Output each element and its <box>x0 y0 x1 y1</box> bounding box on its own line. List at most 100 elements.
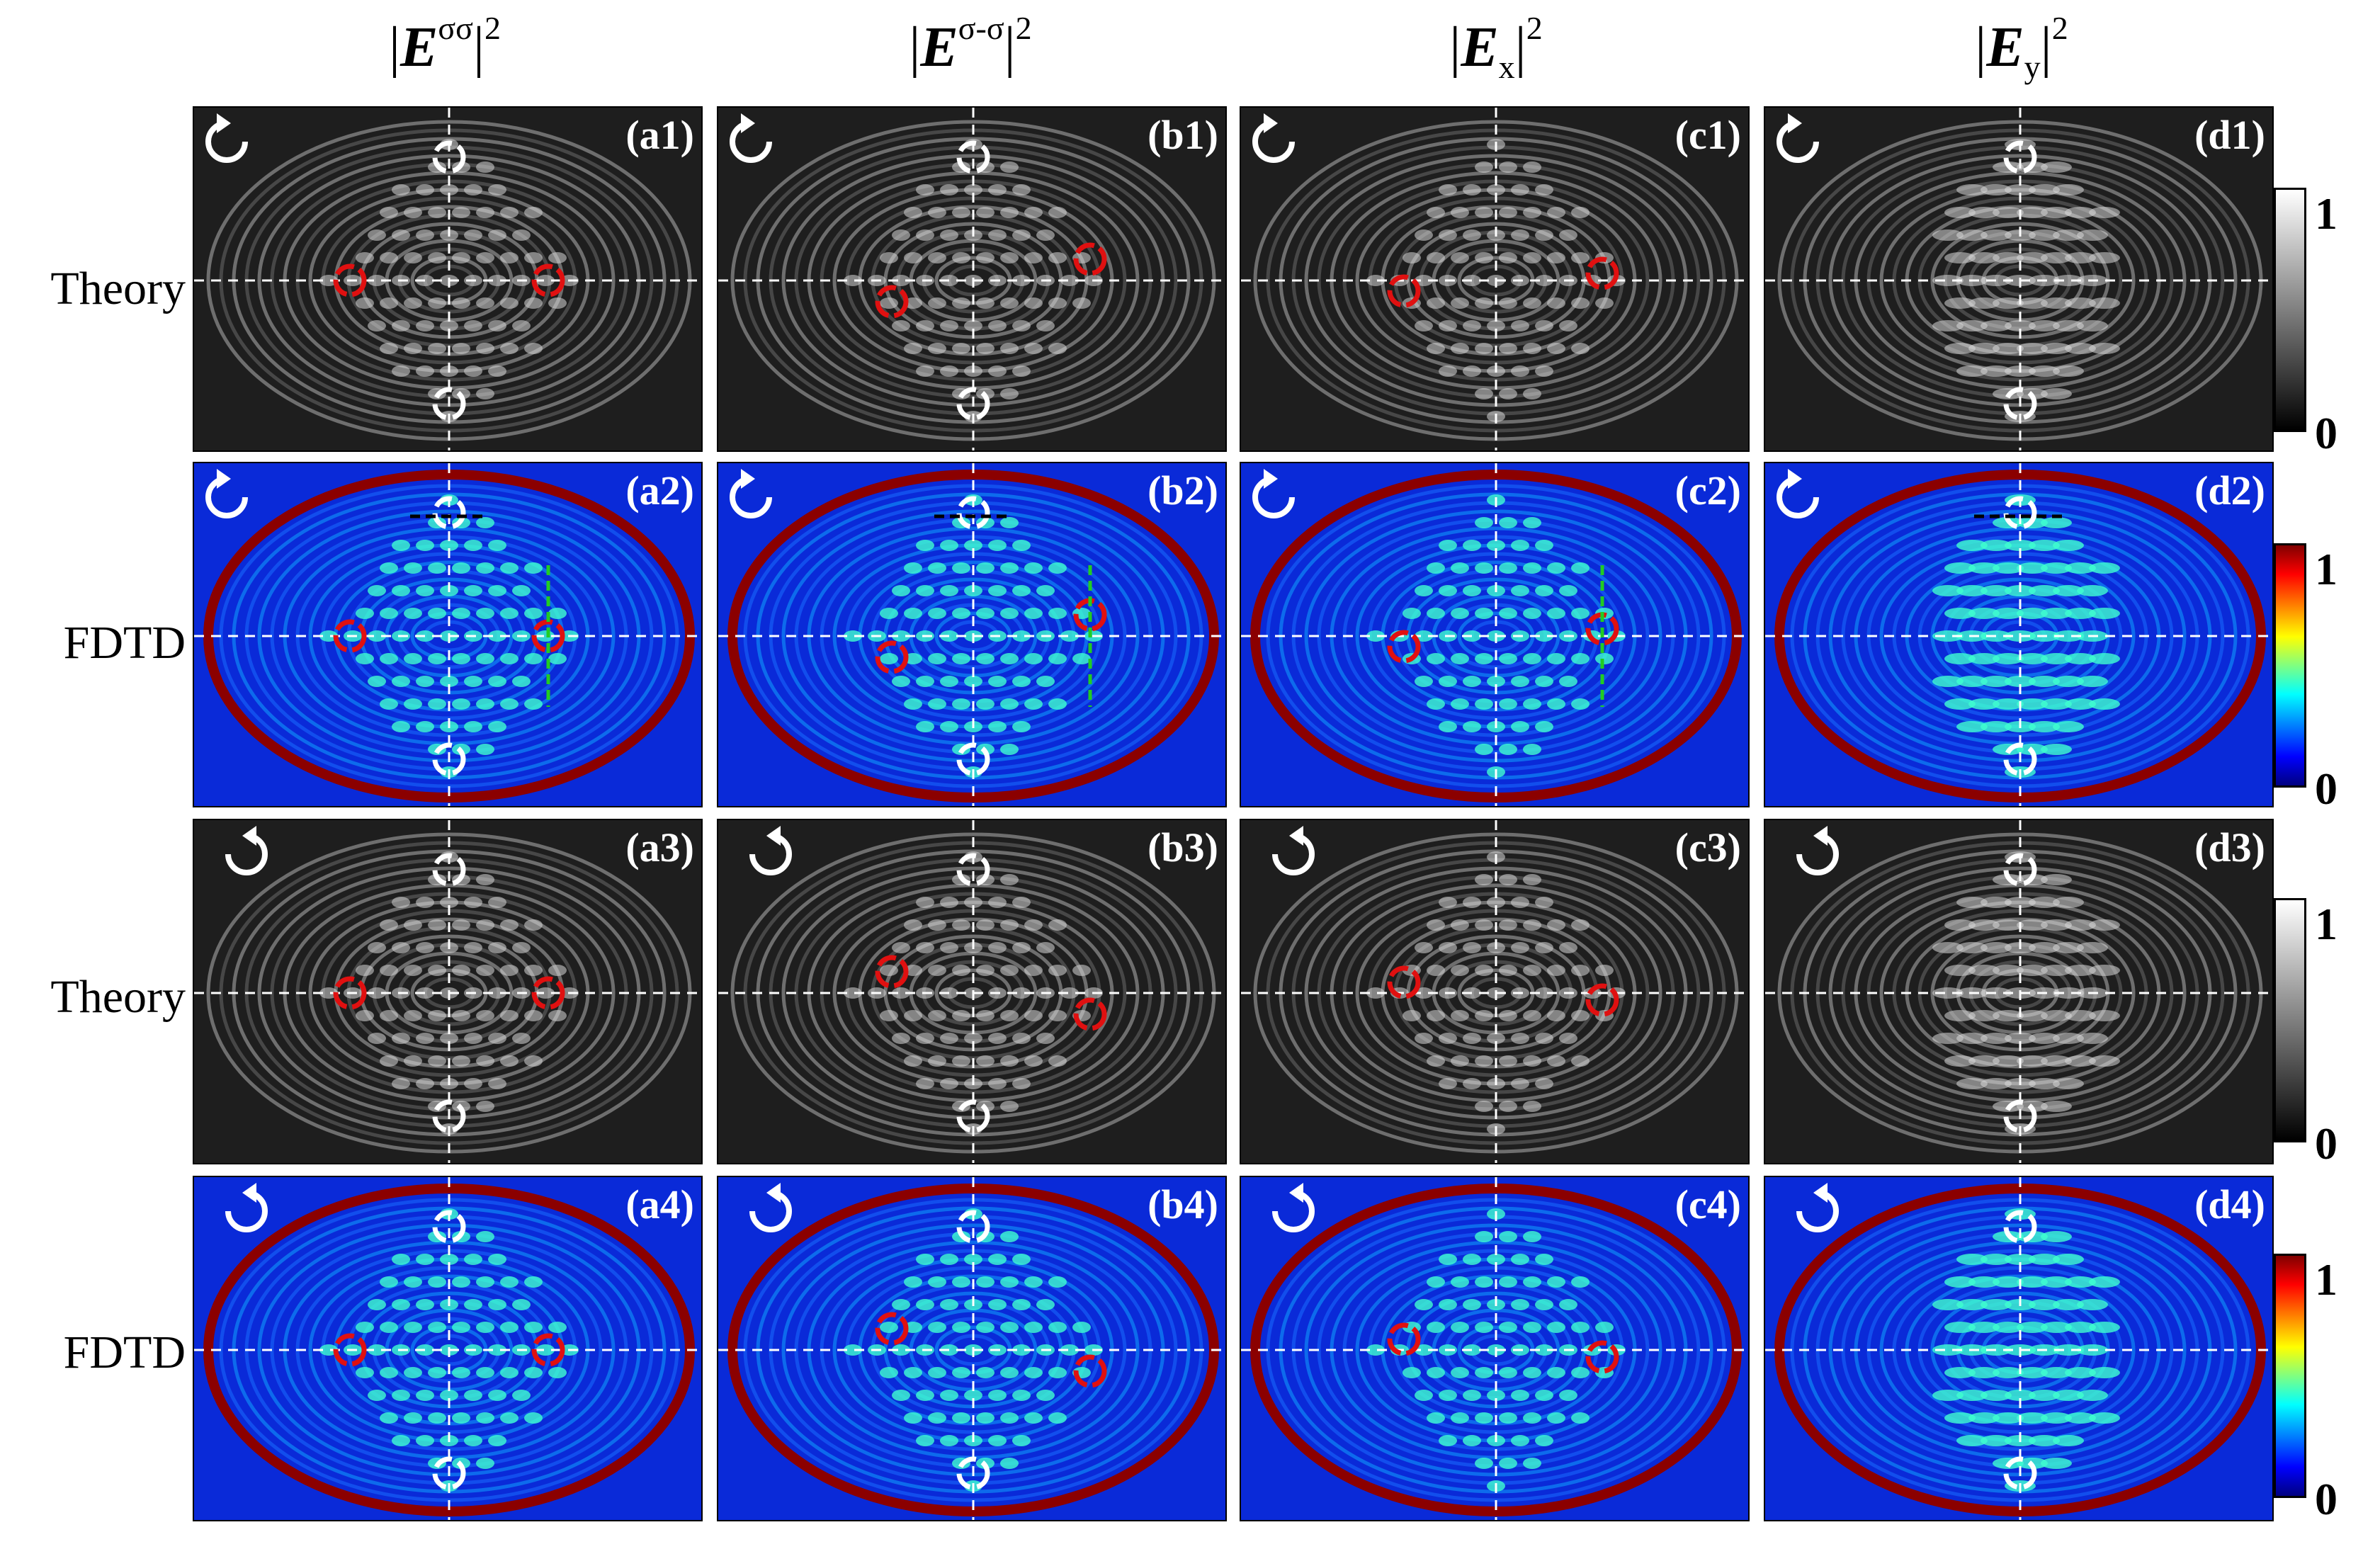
column-header-e-sigma-minus-sigma: |Eσ-σ|2 <box>909 10 1032 79</box>
source-marker <box>531 1333 565 1367</box>
interference-spots <box>844 139 1103 422</box>
counterclockwise-arrow-icon <box>1776 113 1819 163</box>
colorbar-grayscale-2 <box>2274 898 2306 1142</box>
panel-d2: (d2) <box>1764 462 2274 807</box>
counterclockwise-arrow-icon <box>730 113 772 163</box>
source-marker <box>531 263 565 297</box>
panel-label: (a4) <box>625 1181 694 1227</box>
panel-d3: (d3) <box>1764 819 2274 1164</box>
clockwise-arrow-icon <box>1796 826 1839 875</box>
panel-c1: (c1) <box>1240 106 1750 452</box>
panel-label: (a2) <box>625 467 694 514</box>
source-marker <box>875 955 909 989</box>
colorbar-jet-1 <box>2274 543 2306 788</box>
counterclockwise-arrow-icon <box>205 469 248 518</box>
colorbar-1-min: 0 <box>2315 408 2338 458</box>
panel-c4: (c4) <box>1240 1176 1750 1521</box>
source-marker <box>333 619 367 653</box>
row-label-fdtd-2: FDTD <box>63 1327 186 1378</box>
interference-spots <box>1366 1208 1626 1492</box>
source-marker <box>1585 983 1619 1017</box>
interference-spots <box>1932 1208 2120 1492</box>
counterclockwise-arrow-icon <box>1252 469 1295 518</box>
panel-b1: (b1) <box>717 106 1227 452</box>
panel-label: (c1) <box>1674 112 1741 158</box>
clockwise-arrow-icon <box>1272 826 1315 875</box>
panel-a4: (a4) <box>193 1176 703 1521</box>
panel-a2: (a2) <box>193 462 703 807</box>
panel-d4: (d4) <box>1764 1176 2274 1521</box>
counterclockwise-arrow-icon <box>1776 469 1819 518</box>
column-header-ex: |Ex|2 <box>1449 10 1543 85</box>
colorbar-grayscale-1 <box>2274 188 2306 432</box>
clockwise-arrow-icon <box>749 826 792 875</box>
source-marker <box>875 640 909 674</box>
counterclockwise-arrow-icon <box>205 113 248 163</box>
source-marker <box>333 263 367 297</box>
clockwise-arrow-icon <box>225 826 268 875</box>
panel-a3: (a3) <box>193 819 703 1164</box>
clockwise-arrow-icon <box>749 1183 792 1232</box>
panel-label: (b4) <box>1148 1181 1218 1227</box>
panel-b2: (b2) <box>717 462 1227 807</box>
source-marker <box>875 285 909 319</box>
clockwise-arrow-icon <box>225 1183 268 1232</box>
source-marker <box>875 1312 909 1346</box>
row-label-fdtd-1: FDTD <box>63 617 186 669</box>
colorbar-3-max: 1 <box>2315 899 2338 949</box>
counterclockwise-arrow-icon <box>1252 113 1295 163</box>
interference-spots <box>1932 139 2120 422</box>
source-marker <box>1073 997 1107 1031</box>
interference-spots <box>844 851 1103 1135</box>
source-marker <box>1387 630 1421 664</box>
colorbar-3-min: 0 <box>2315 1118 2338 1169</box>
interference-spots <box>1366 851 1626 1135</box>
panel-c2: (c2) <box>1240 462 1750 807</box>
panel-b4: (b4) <box>717 1176 1227 1521</box>
colorbar-jet-2 <box>2274 1254 2306 1498</box>
clockwise-arrow-icon <box>1796 1183 1839 1232</box>
panel-label: (b3) <box>1148 824 1218 870</box>
panel-d1: (d1) <box>1764 106 2274 452</box>
panel-label: (d4) <box>2194 1181 2265 1227</box>
colorbar-2-max: 1 <box>2315 544 2338 594</box>
clockwise-arrow-icon <box>1272 1183 1315 1232</box>
panel-label: (d2) <box>2194 467 2265 514</box>
panel-label: (b2) <box>1148 467 1218 514</box>
panel-label: (d3) <box>2194 824 2265 870</box>
row-label-theory-2: Theory <box>50 971 186 1023</box>
interference-spots <box>844 1208 1103 1492</box>
source-marker <box>1585 256 1619 290</box>
panel-label: (c3) <box>1674 824 1741 870</box>
panel-label: (c4) <box>1674 1181 1741 1227</box>
row-label-theory-1: Theory <box>50 263 186 314</box>
column-header-e-sigma-sigma: |Eσσ|2 <box>389 10 501 79</box>
colorbar-2-min: 0 <box>2315 764 2338 814</box>
panel-c3: (c3) <box>1240 819 1750 1164</box>
panel-b3: (b3) <box>717 819 1227 1164</box>
source-marker <box>1387 1322 1421 1356</box>
source-marker <box>1585 1340 1619 1374</box>
panel-a1: (a1) <box>193 106 703 452</box>
source-marker <box>1073 1354 1107 1388</box>
interference-spots <box>319 1208 579 1492</box>
panel-label: (a3) <box>625 824 694 870</box>
interference-spots <box>319 851 579 1135</box>
source-marker <box>1387 965 1421 999</box>
panel-label: (b1) <box>1148 112 1218 158</box>
source-marker <box>531 976 565 1010</box>
counterclockwise-arrow-icon <box>730 469 772 518</box>
panel-label: (a1) <box>625 112 694 158</box>
source-marker <box>333 1333 367 1367</box>
source-marker <box>1387 274 1421 308</box>
panel-label: (c2) <box>1674 467 1741 514</box>
column-header-ey: |Ey|2 <box>1975 10 2068 85</box>
source-marker <box>333 976 367 1010</box>
colorbar-4-min: 0 <box>2315 1474 2338 1524</box>
source-marker <box>1073 242 1107 276</box>
panel-label: (d1) <box>2194 112 2265 158</box>
colorbar-1-max: 1 <box>2315 188 2338 239</box>
interference-spots <box>1932 494 2120 778</box>
colorbar-4-max: 1 <box>2315 1254 2338 1305</box>
interference-spots <box>319 139 579 422</box>
